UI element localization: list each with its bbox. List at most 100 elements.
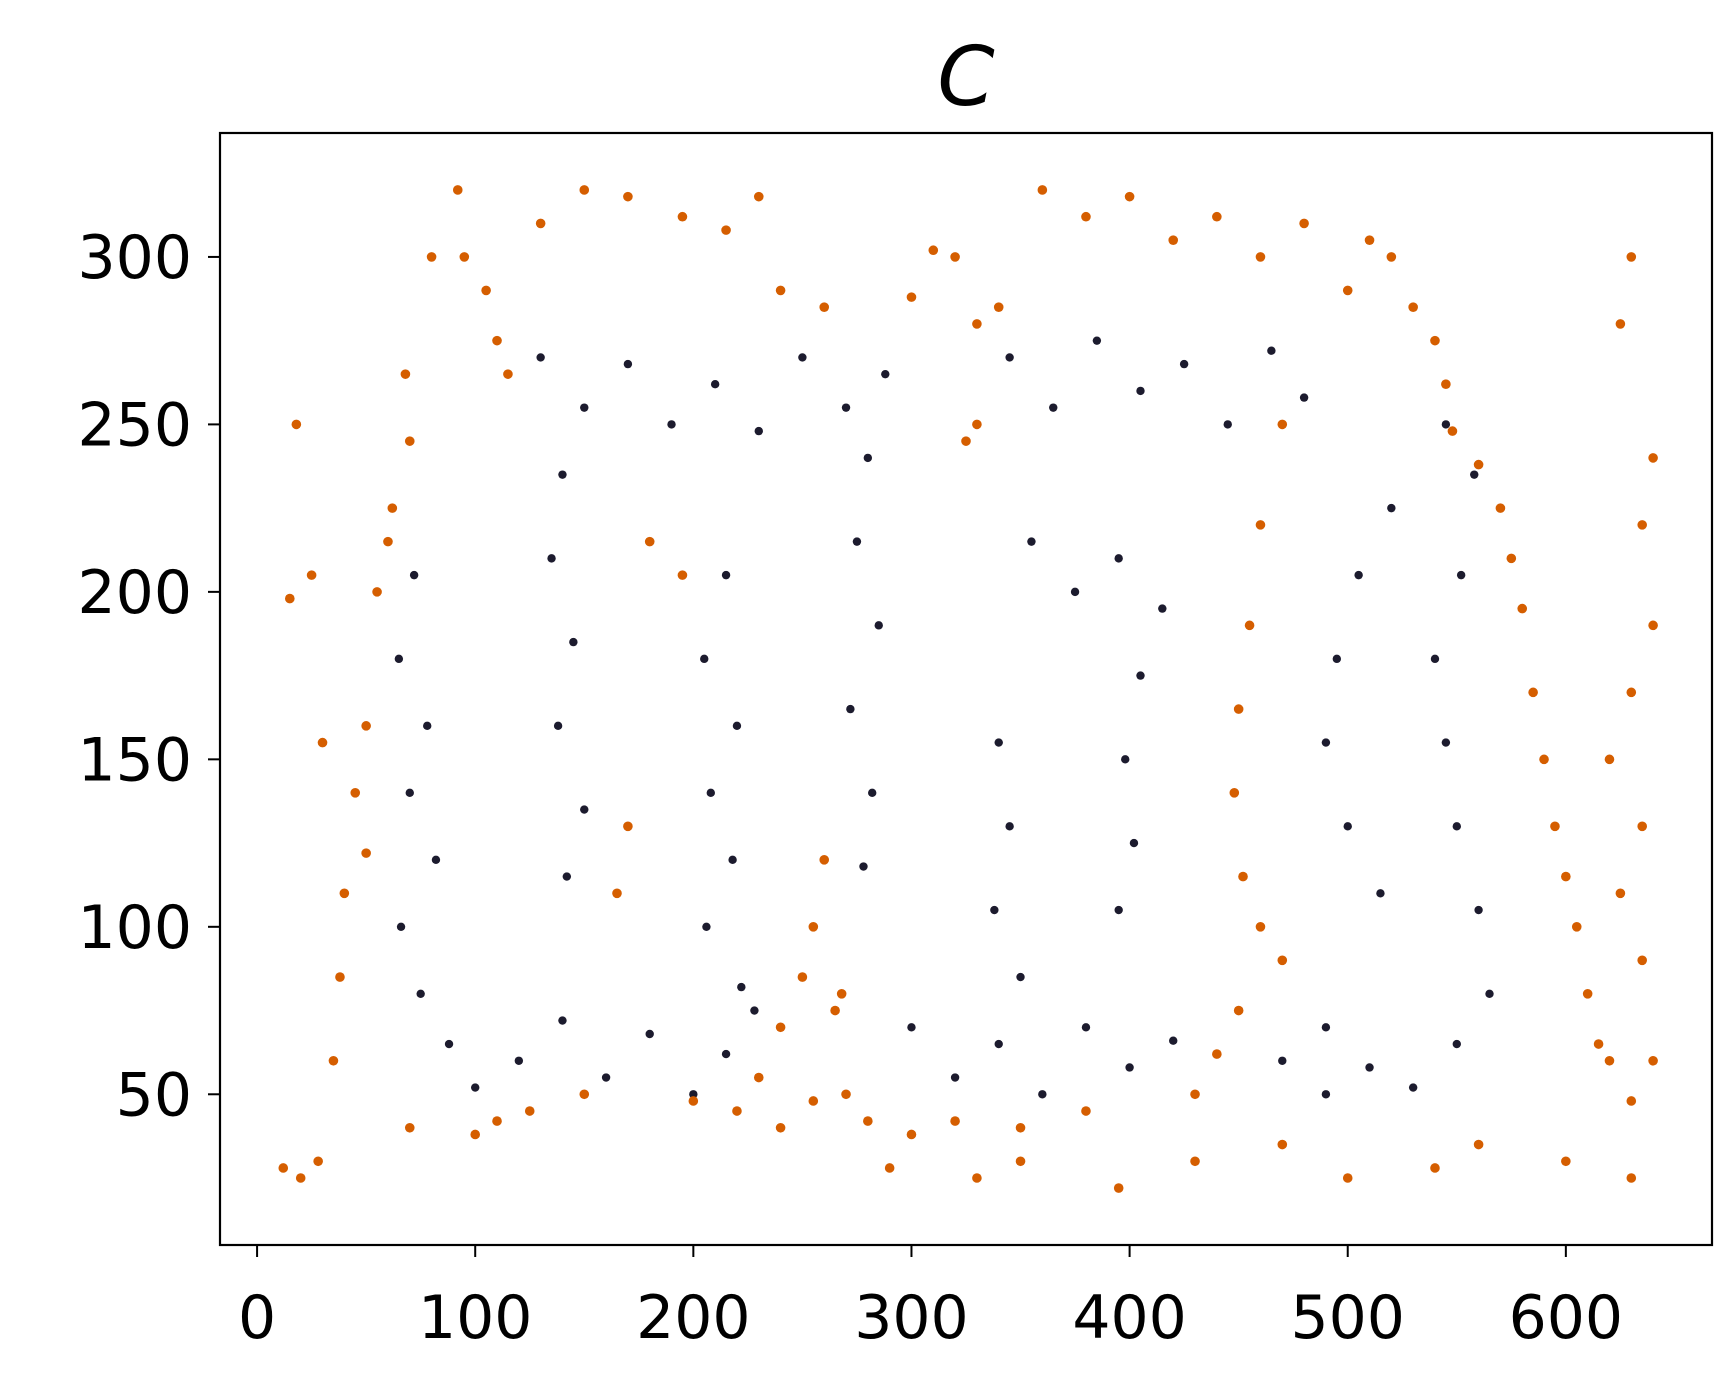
point-series-1-53: [1027, 537, 1036, 546]
point-series-1-40: [852, 537, 862, 546]
point-series-2-122: [524, 1106, 535, 1116]
point-series-1-33: [558, 470, 567, 479]
point-series-2-125: [404, 1122, 415, 1133]
point-series-1-85: [1387, 503, 1396, 513]
point-series-2-109: [1626, 1096, 1637, 1106]
point-series-1-44: [859, 862, 868, 871]
x-tick-label-2: 100: [418, 1283, 533, 1353]
point-series-2-95: [1473, 1139, 1484, 1150]
point-series-1-54: [1070, 587, 1080, 597]
x-tick-label-4: 300: [854, 1283, 969, 1353]
point-series-1-71: [1169, 1036, 1178, 1045]
y-tick-label-6: 300: [77, 223, 192, 293]
point-series-2-71: [1238, 871, 1248, 882]
point-series-2-79: [797, 972, 808, 982]
point-series-2-83: [612, 888, 622, 899]
point-series-1-72: [1278, 1056, 1287, 1065]
point-series-2-43: [1168, 235, 1179, 245]
point-series-2-45: [1255, 252, 1266, 262]
point-series-1-80: [1441, 738, 1451, 747]
point-series-1-69: [1081, 1023, 1091, 1032]
point-series-1-26: [623, 359, 633, 369]
point-series-2-2: [306, 570, 317, 580]
x-tick-label-7: 600: [1509, 1283, 1624, 1353]
point-series-2-110: [1081, 1106, 1091, 1116]
point-series-1-18: [700, 654, 709, 664]
point-series-1-4: [405, 788, 414, 798]
x-tick-label-3: 200: [636, 1283, 751, 1353]
point-series-2-39: [961, 436, 971, 446]
x-tick-label-5: 400: [1072, 1283, 1187, 1353]
point-series-1-82: [1456, 570, 1466, 580]
point-series-1-47: [1092, 336, 1102, 345]
point-series-1-68: [1038, 1090, 1047, 1099]
point-series-2-5: [339, 888, 350, 899]
point-series-1-61: [994, 738, 1003, 747]
point-series-2-90: [1113, 1183, 1124, 1193]
point-series-2-7: [328, 1055, 339, 1066]
point-series-2-116: [830, 1005, 840, 1016]
point-series-2-3: [285, 593, 295, 604]
point-series-1-83: [1470, 470, 1479, 479]
point-series-2-108: [1648, 1055, 1658, 1066]
point-series-1-52: [1299, 393, 1309, 402]
plot-layer: [278, 185, 1658, 1193]
y-tick-label-2: 100: [77, 893, 192, 963]
y-tick-label-1: 50: [116, 1060, 192, 1130]
point-series-2-56: [1506, 553, 1517, 564]
point-series-2-70: [1229, 788, 1240, 798]
point-series-2-60: [1550, 821, 1560, 832]
point-series-2-32: [819, 302, 830, 312]
point-series-1-51: [1267, 346, 1276, 355]
point-series-2-53: [1447, 426, 1458, 436]
point-series-2-121: [579, 1089, 590, 1100]
point-series-2-44: [1212, 211, 1222, 222]
point-series-1-48: [1136, 386, 1145, 396]
point-series-2-76: [1190, 1089, 1200, 1100]
point-series-1-79: [1452, 822, 1461, 831]
point-series-2-84: [644, 536, 655, 547]
point-series-2-119: [732, 1106, 742, 1116]
point-series-2-21: [361, 721, 371, 731]
point-series-2-29: [721, 225, 731, 235]
point-series-2-107: [1637, 955, 1647, 966]
point-series-2-111: [1015, 1122, 1026, 1133]
point-series-2-85: [677, 570, 688, 580]
point-series-2-118: [808, 1096, 819, 1106]
point-series-1-67: [994, 1039, 1003, 1049]
point-series-2-25: [535, 218, 546, 229]
point-series-2-30: [753, 191, 764, 202]
point-series-1-29: [754, 426, 763, 436]
point-series-2-6: [335, 972, 345, 982]
point-series-1-14: [689, 1090, 698, 1099]
point-series-1-63: [990, 905, 999, 915]
point-series-2-99: [1615, 319, 1626, 329]
point-series-2-11: [426, 252, 437, 262]
point-series-1-2: [394, 654, 404, 664]
point-series-1-81: [1430, 654, 1440, 664]
point-series-2-51: [1430, 335, 1440, 346]
point-series-2-10: [278, 1163, 289, 1173]
point-series-2-68: [1244, 620, 1255, 631]
point-series-2-91: [1190, 1156, 1200, 1167]
point-series-2-105: [1637, 821, 1647, 832]
point-series-2-64: [1593, 1039, 1604, 1049]
point-series-2-41: [1081, 211, 1091, 222]
point-series-1-74: [1365, 1063, 1374, 1072]
point-series-1-91: [1321, 1023, 1331, 1032]
point-series-2-23: [361, 848, 371, 858]
point-series-1-73: [1321, 1090, 1331, 1099]
point-series-1-27: [667, 420, 676, 429]
point-series-1-50: [1223, 420, 1232, 429]
point-series-1-20: [706, 788, 715, 798]
point-series-1-8: [444, 1039, 454, 1049]
point-series-1-32: [881, 369, 890, 379]
point-series-2-100: [1648, 453, 1658, 463]
point-series-2-61: [1561, 871, 1571, 882]
point-series-2-19: [372, 587, 382, 597]
point-series-1-1: [409, 570, 419, 580]
y-tick-label-5: 250: [77, 390, 192, 460]
point-series-2-89: [1015, 1156, 1026, 1167]
point-series-1-62: [1005, 822, 1014, 831]
point-series-2-52: [1441, 379, 1451, 390]
